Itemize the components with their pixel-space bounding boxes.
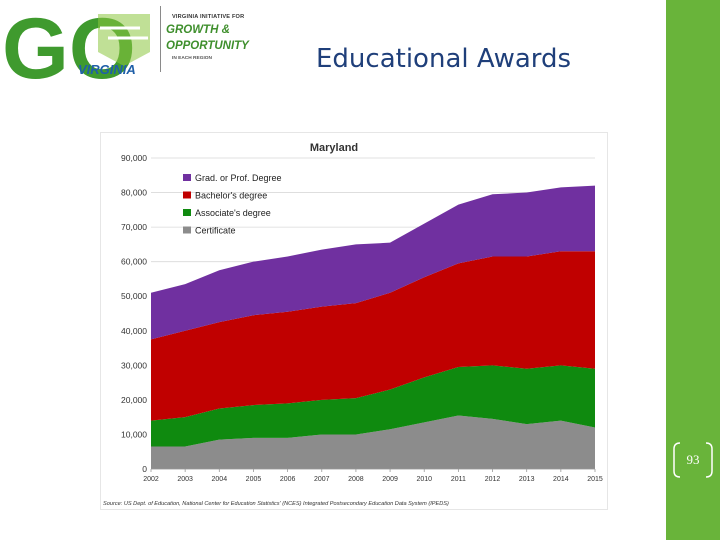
area-series-certificate: [151, 415, 595, 469]
x-tick-label: 2008: [348, 476, 364, 483]
x-tick-label: 2004: [212, 476, 228, 483]
x-tick-label: 2009: [382, 476, 398, 483]
x-tick-label: 2015: [587, 476, 603, 483]
x-tick-label: 2006: [280, 476, 296, 483]
legend-label: Bachelor's degree: [195, 191, 267, 201]
arrow-lines-icon: [100, 26, 148, 40]
x-tick-label: 2013: [519, 476, 535, 483]
x-tick-label: 2003: [177, 476, 193, 483]
area-series-bachelor-s-degree: [151, 251, 595, 421]
logo-growth-text: GROWTH &: [166, 24, 230, 36]
logo-initiative-text: VIRGINIA INITIATIVE FOR: [172, 14, 245, 20]
y-tick-label: 90,000: [121, 153, 147, 163]
accent-side-bar: [666, 0, 720, 540]
go-logo-mark: GO: [2, 1, 150, 97]
y-tick-label: 20,000: [121, 395, 147, 405]
x-tick-label: 2002: [143, 476, 159, 483]
page-number-text: 93: [686, 452, 700, 467]
y-tick-label: 0: [142, 464, 147, 474]
x-tick-label: 2014: [553, 476, 569, 483]
chart-title: Maryland: [310, 142, 358, 154]
legend-swatch: [183, 226, 191, 234]
y-tick-label: 70,000: [121, 222, 147, 232]
y-tick-label: 50,000: [121, 291, 147, 301]
area-series-grad-or-prof-degree: [151, 185, 595, 340]
go-virginia-logo: GO VIRGINIA VIRGINIA INITIATIVE FOR GROW…: [0, 0, 260, 97]
x-tick-label: 2005: [246, 476, 262, 483]
logo-opportunity-text: OPPORTUNITY: [166, 40, 249, 52]
logo-divider: [160, 6, 161, 72]
logo-virginia-text: VIRGINIA: [78, 62, 136, 77]
page-number: 93: [672, 441, 714, 479]
logo-region-text: IN EACH REGION: [172, 56, 212, 61]
x-tick-label: 2007: [314, 476, 330, 483]
y-axis-ticks: 0 10,000 20,000 30,000 40,000 50,000 60,000 70,…: [121, 153, 147, 474]
legend-swatch: [183, 174, 191, 181]
x-tick-label: 2010: [416, 476, 432, 483]
legend-swatch: [183, 209, 191, 216]
x-tick-label: 2011: [451, 476, 466, 483]
slide-title: Educational Awards: [316, 44, 572, 74]
chart-container: 0 10,000 20,000 30,000 40,000 50,000 60,000 70,…: [100, 132, 608, 510]
page-number-brackets: [673, 442, 713, 478]
chart-source: Source: US Dept. of Education, National …: [103, 501, 449, 507]
legend-label: Grad. or Prof. Degree: [195, 173, 282, 183]
legend-swatch: [183, 191, 191, 199]
y-tick-label: 80,000: [121, 188, 147, 198]
x-axis-ticks: 2002 2003 2004 2005 2006 2007 2008 2009 2010 2011…: [143, 468, 603, 483]
y-tick-label: 10,000: [121, 429, 147, 439]
y-tick-label: 40,000: [121, 326, 147, 336]
chart-areas: [151, 185, 595, 469]
legend-label: Associate's degree: [195, 208, 271, 218]
chart-legend: Grad. or Prof. Degree Bachelor's degree As…: [183, 173, 282, 236]
y-tick-label: 60,000: [121, 257, 147, 267]
x-tick-label: 2012: [485, 476, 501, 483]
area-chart: 0 10,000 20,000 30,000 40,000 50,000 60,000 70,…: [103, 142, 603, 507]
legend-label: Certificate: [195, 226, 236, 236]
y-tick-label: 30,000: [121, 360, 147, 370]
area-series-associate-s-degree: [151, 365, 595, 447]
